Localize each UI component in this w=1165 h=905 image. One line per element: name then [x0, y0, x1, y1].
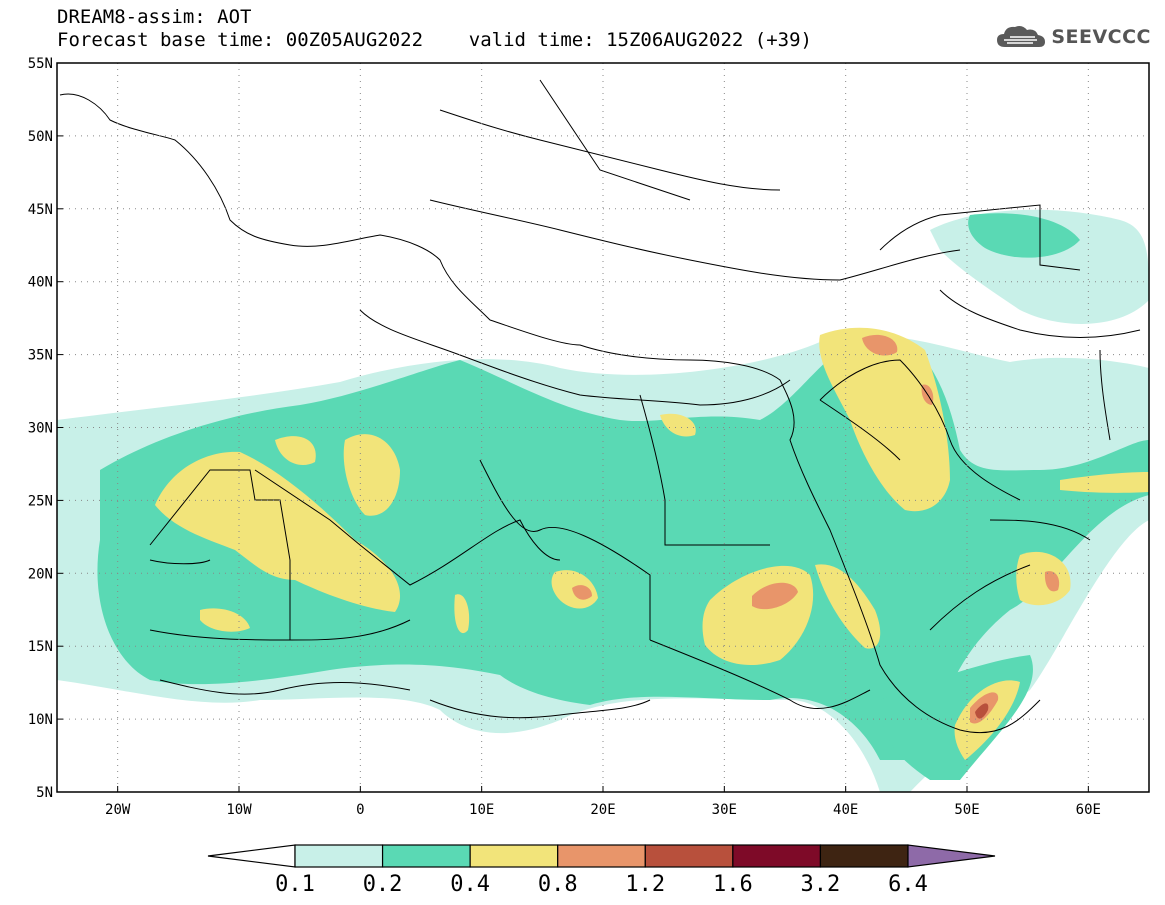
axis-ticks — [57, 62, 1089, 793]
colorbar-box — [644, 844, 734, 868]
colorbar-level-label: 0.2 — [363, 872, 403, 897]
lat-tick-label: 30N — [28, 421, 53, 437]
aot-layer-1.2 — [975, 703, 989, 719]
seevccc-logo: SEEVCCC — [995, 23, 1151, 51]
forecast-time-subtitle: Forecast base time: 00Z05AUG2022 valid t… — [57, 29, 812, 51]
colorbar-level-label: 0.1 — [275, 872, 315, 897]
lon-tick-label: 50E — [954, 802, 979, 818]
colorbar-level-label: 6.4 — [888, 872, 928, 897]
colorbar-box — [819, 844, 909, 868]
lat-tick-label: 25N — [28, 493, 53, 509]
colorbar-level-label: 3.2 — [801, 872, 841, 897]
lat-tick-label: 15N — [28, 639, 53, 655]
lon-tick-label: 30E — [712, 802, 737, 818]
colorbar-box — [294, 844, 384, 868]
colorbar-over-triangle — [907, 844, 996, 868]
lon-tick-label: 20E — [590, 802, 615, 818]
map-title: DREAM8-assim: AOT — [57, 6, 252, 28]
colorbar: 0.1 0.2 0.4 0.8 1.2 1.6 3.2 6.4 — [207, 844, 996, 897]
lat-tick-label: 10N — [28, 712, 53, 728]
lon-tick-label: 0 — [356, 802, 364, 818]
lat-tick-label: 55N — [28, 56, 53, 72]
lon-tick-label: 20W — [105, 802, 131, 818]
colorbar-box — [732, 844, 822, 868]
lat-tick-label: 50N — [28, 129, 53, 145]
lon-tick-label: 10E — [469, 802, 494, 818]
lon-tick-label: 40E — [833, 802, 858, 818]
colorbar-level-label: 0.8 — [538, 872, 578, 897]
colorbar-level-label: 1.6 — [713, 872, 753, 897]
longitude-labels: 20W 10W 0 10E 20E 30E 40E 50E 60E — [105, 802, 1101, 818]
colorbar-box — [469, 844, 559, 868]
lat-tick-label: 45N — [28, 202, 53, 218]
colorbar-level-label: 0.4 — [450, 872, 490, 897]
lon-tick-label: 60E — [1076, 802, 1101, 818]
lat-tick-label: 5N — [36, 785, 53, 801]
lat-tick-label: 35N — [28, 348, 53, 364]
cloud-icon — [997, 26, 1046, 47]
colorbar-box — [381, 844, 471, 868]
colorbar-level-label: 1.2 — [625, 872, 665, 897]
map-gridlines — [57, 63, 1149, 792]
colorbar-box — [557, 844, 646, 868]
colorbar-under-triangle — [207, 844, 296, 868]
lon-tick-label: 10W — [226, 802, 252, 818]
lat-tick-label: 40N — [28, 275, 53, 291]
lat-tick-label: 20N — [28, 566, 53, 582]
aot-layer-0.4 — [155, 327, 1149, 760]
country-borders — [59, 79, 1141, 734]
logo-text: SEEVCCC — [1051, 26, 1151, 48]
latitude-labels: 55N 50N 45N 40N 35N 30N 25N 20N 15N 10N 5N — [28, 56, 53, 801]
